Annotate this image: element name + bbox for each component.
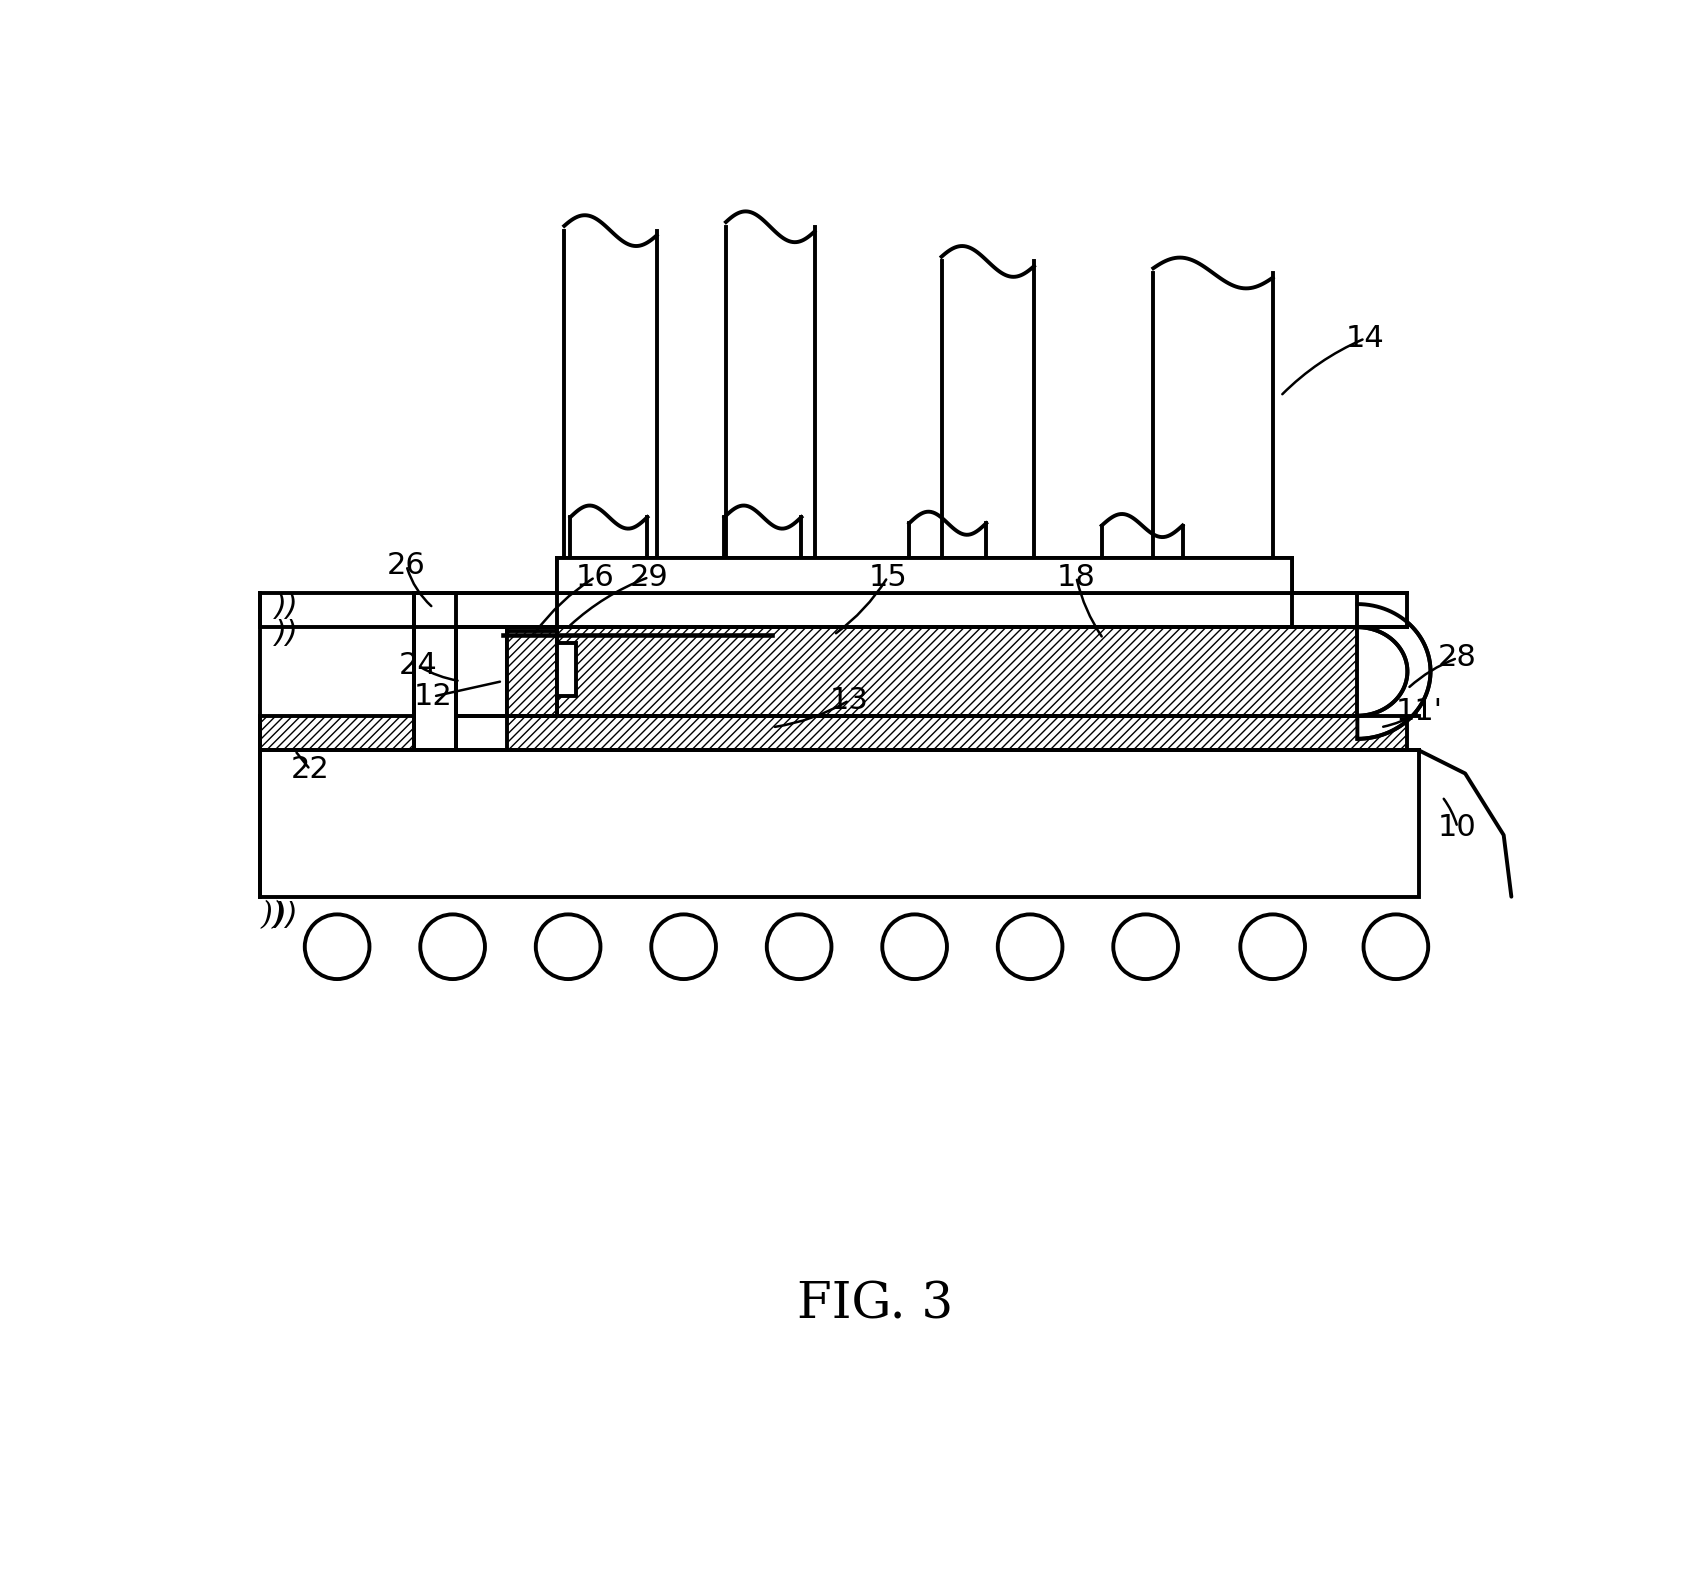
Circle shape (883, 915, 946, 979)
Bar (413, 593, 1407, 628)
Circle shape (304, 915, 369, 979)
Text: 10: 10 (1437, 813, 1477, 843)
Bar (456, 628, 507, 715)
Bar (556, 643, 575, 697)
Bar (507, 631, 556, 715)
Text: 15: 15 (867, 563, 906, 592)
Text: 29: 29 (630, 563, 667, 592)
Bar (502, 635, 772, 715)
Text: 11': 11' (1395, 697, 1442, 726)
Bar (259, 715, 413, 750)
Bar (556, 559, 1290, 593)
Text: 14: 14 (1345, 323, 1384, 353)
Circle shape (536, 915, 601, 979)
Text: 28: 28 (1437, 643, 1477, 673)
Circle shape (650, 915, 715, 979)
Text: 13: 13 (830, 686, 869, 715)
Circle shape (420, 915, 485, 979)
Bar (556, 559, 1290, 593)
Circle shape (1362, 915, 1427, 979)
Text: )): )) (275, 902, 299, 930)
Text: FIG. 3: FIG. 3 (797, 1280, 953, 1329)
Text: 16: 16 (575, 563, 615, 592)
Bar (259, 593, 413, 628)
Bar (456, 596, 507, 750)
Text: 26: 26 (387, 551, 425, 581)
Text: 12: 12 (413, 683, 452, 711)
Bar (413, 593, 456, 750)
Text: 22: 22 (290, 755, 329, 784)
Polygon shape (1357, 604, 1430, 739)
Text: )): )) (275, 592, 299, 621)
Circle shape (997, 915, 1062, 979)
Bar (502, 715, 1407, 750)
Text: 18: 18 (1057, 563, 1096, 592)
Circle shape (1113, 915, 1178, 979)
Bar (259, 750, 1419, 896)
Bar (556, 628, 1357, 715)
Text: )): )) (259, 901, 304, 932)
Circle shape (766, 915, 831, 979)
Text: 24: 24 (398, 651, 437, 681)
Text: )): )) (275, 618, 299, 648)
Circle shape (1239, 915, 1304, 979)
